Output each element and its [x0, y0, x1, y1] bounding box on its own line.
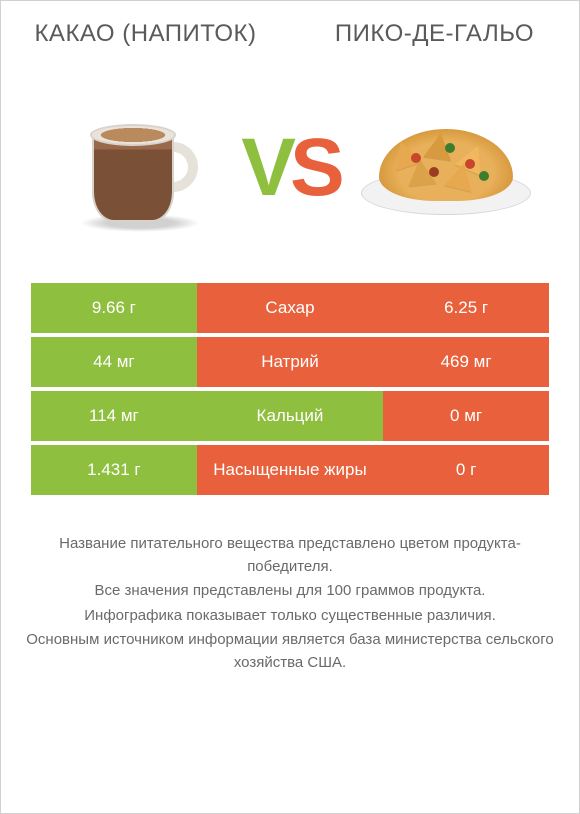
- cell-right-value: 0 г: [383, 445, 549, 495]
- titles-row: КАКАО (НАПИТОК) ПИКО-ДЕ-ГАЛЬО: [1, 1, 579, 59]
- footnote-line: Все значения представлены для 100 граммо…: [21, 580, 559, 603]
- pico-plate-icon: [361, 113, 531, 223]
- comparison-table: 9.66 гСахар6.25 г44 мгНатрий469 мг114 мг…: [31, 283, 549, 495]
- footnote-line: Основным источником информации является …: [21, 629, 559, 674]
- vs-label: VS: [237, 127, 342, 209]
- cell-nutrient-label: Кальций: [197, 391, 383, 441]
- vs-v: V: [241, 122, 290, 213]
- footnote-line: Инфографика показывает только существенн…: [21, 605, 559, 628]
- cell-left-value: 114 мг: [31, 391, 197, 441]
- cell-left-value: 44 мг: [31, 337, 197, 387]
- footnotes: Название питательного вещества представл…: [21, 533, 559, 674]
- cell-right-value: 469 мг: [383, 337, 549, 387]
- table-row: 1.431 гНасыщенные жиры0 г: [31, 445, 549, 495]
- cell-nutrient-label: Насыщенные жиры: [197, 445, 383, 495]
- cell-left-value: 9.66 г: [31, 283, 197, 333]
- cell-nutrient-label: Натрий: [197, 337, 383, 387]
- cocoa-mug-icon: [74, 108, 194, 228]
- table-row: 9.66 гСахар6.25 г: [31, 283, 549, 333]
- images-row: VS: [1, 59, 579, 283]
- product-image-right: [343, 83, 549, 253]
- footnote-line: Название питательного вещества представл…: [21, 533, 559, 578]
- cell-left-value: 1.431 г: [31, 445, 197, 495]
- product-image-left: [31, 83, 237, 253]
- cell-nutrient-label: Сахар: [197, 283, 383, 333]
- title-left: КАКАО (НАПИТОК): [1, 19, 290, 49]
- title-right: ПИКО-ДЕ-ГАЛЬО: [290, 19, 579, 49]
- vs-s: S: [290, 122, 339, 213]
- cell-right-value: 0 мг: [383, 391, 549, 441]
- table-row: 114 мгКальций0 мг: [31, 391, 549, 441]
- cell-right-value: 6.25 г: [383, 283, 549, 333]
- table-row: 44 мгНатрий469 мг: [31, 337, 549, 387]
